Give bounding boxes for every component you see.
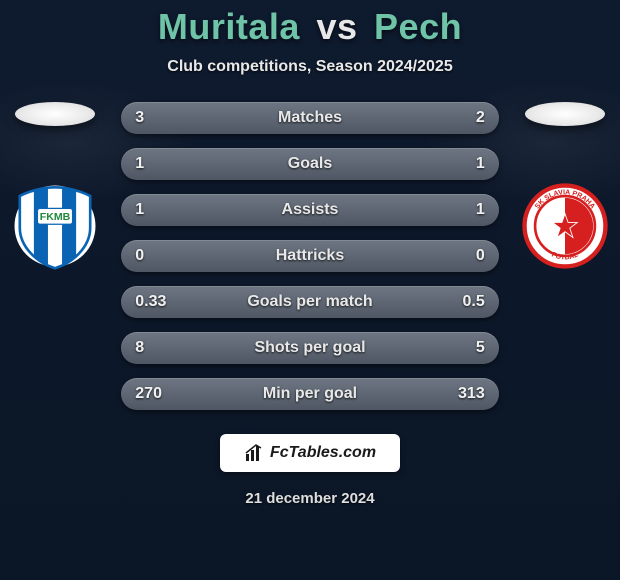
stat-right-value: 2 [476, 109, 485, 127]
stat-label: Hattricks [121, 247, 498, 265]
stat-right-value: 1 [476, 201, 485, 219]
club-badge-right: SK SLAVIA PRAHA FOTBAL [521, 182, 609, 270]
comparison-panel: FKMB 3Matches21Goals11Assists10Hattricks… [0, 102, 620, 410]
stat-row: 0.33Goals per match0.5 [121, 286, 498, 318]
club-left-abbr: FKMB [39, 211, 70, 223]
stat-label: Goals [121, 155, 498, 173]
stat-right-value: 5 [476, 339, 485, 357]
brand-text: FcTables.com [270, 444, 376, 462]
vs-label: vs [316, 6, 357, 47]
stat-right-value: 1 [476, 155, 485, 173]
player2-photo-placeholder [525, 102, 605, 126]
left-side: FKMB [0, 102, 109, 270]
subtitle: Club competitions, Season 2024/2025 [167, 58, 452, 76]
stat-right-value: 0 [476, 247, 485, 265]
stat-label: Matches [121, 109, 498, 127]
stat-label: Goals per match [121, 293, 498, 311]
date-label: 21 december 2024 [245, 490, 374, 507]
stat-rows: 3Matches21Goals11Assists10Hattricks00.33… [121, 102, 498, 410]
stat-row: 0Hattricks0 [121, 240, 498, 272]
stat-right-value: 0.5 [462, 293, 484, 311]
stat-row: 3Matches2 [121, 102, 498, 134]
stat-label: Min per goal [121, 385, 498, 403]
stat-label: Shots per goal [121, 339, 498, 357]
stat-row: 1Assists1 [121, 194, 498, 226]
brand-icon [244, 443, 264, 463]
stat-row: 270Min per goal313 [121, 378, 498, 410]
right-side: SK SLAVIA PRAHA FOTBAL [511, 102, 620, 270]
player2-name: Pech [374, 6, 462, 47]
player1-name: Muritala [158, 6, 300, 47]
player1-photo-placeholder [15, 102, 95, 126]
brand-badge: FcTables.com [220, 434, 400, 472]
stat-row: 8Shots per goal5 [121, 332, 498, 364]
stat-right-value: 313 [458, 385, 485, 403]
stat-label: Assists [121, 201, 498, 219]
page-title: Muritala vs Pech [158, 6, 462, 48]
club-badge-left: FKMB [11, 182, 99, 270]
stat-row: 1Goals1 [121, 148, 498, 180]
